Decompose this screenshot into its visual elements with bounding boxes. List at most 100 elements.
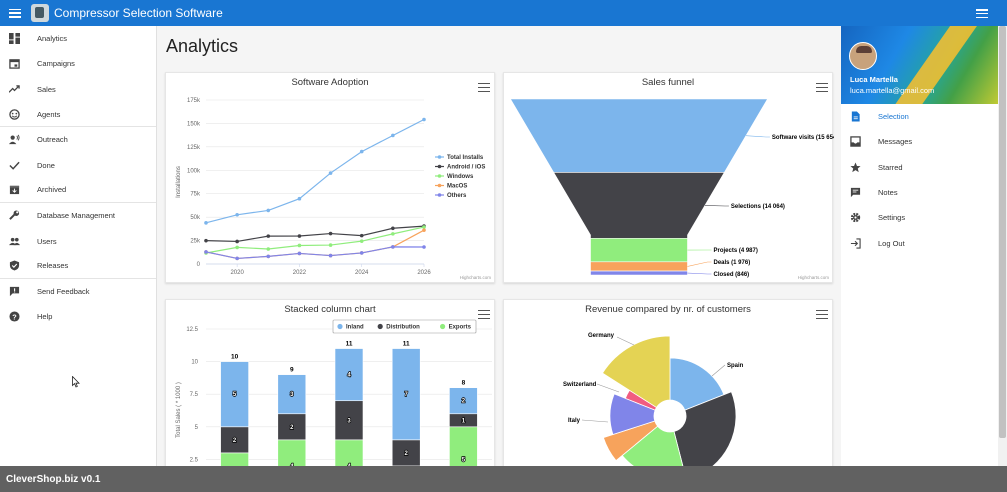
sidebar-item-releases[interactable]: Releases (0, 254, 156, 279)
sidebar-item-sales[interactable]: Sales (0, 77, 156, 102)
document-icon (851, 111, 860, 122)
y-axis-label: Total Sales ( * 1000 ) (176, 382, 182, 438)
inbox-icon (850, 136, 861, 148)
data-point (266, 254, 271, 259)
bar-segment (334, 439, 364, 466)
app-title: Compressor Selection Software (54, 6, 223, 20)
panel-item-label: Log Out (878, 238, 905, 248)
data-point (204, 250, 208, 254)
chart-menu-button[interactable] (478, 83, 490, 92)
chart-card-sales-funnel: Software visits (15 654 Selections (14 06… (503, 72, 834, 283)
data-point (328, 253, 333, 258)
sidebar-item-label: Agents (37, 109, 61, 119)
panel-item-starred[interactable]: Starred (841, 155, 998, 180)
chart-title: Stacked column chart (284, 304, 376, 315)
chart-menu-button[interactable] (816, 310, 828, 319)
bar-data-label: 2 (290, 425, 294, 431)
scrollbar-thumb[interactable] (999, 26, 1006, 438)
data-point (391, 245, 395, 249)
sidebar-item-done[interactable]: Done (0, 152, 156, 177)
y-tick-label: 5 (195, 425, 199, 431)
wrench-icon (9, 210, 20, 221)
avatar[interactable] (849, 42, 877, 70)
bar-data-label: 2 (233, 438, 237, 444)
funnel-segment (509, 98, 769, 173)
panel-item-label: Starred (878, 162, 903, 172)
series-line (205, 226, 425, 254)
x-tick-label: 2024 (355, 270, 369, 276)
svg-text:?: ? (12, 313, 17, 322)
logout-icon (850, 237, 861, 249)
data-point (391, 232, 395, 236)
chart-menu-button[interactable] (816, 83, 828, 92)
data-point (235, 212, 239, 217)
bar-data-label: 1 (462, 418, 466, 424)
sidebar-item-agents[interactable]: Agents (0, 102, 156, 128)
sidebar-item-label: Campaigns (37, 59, 75, 69)
page-scrollbar[interactable] (998, 26, 1007, 466)
panel-item-notes[interactable]: Notes (841, 180, 998, 205)
bar-data-label: 4 (347, 373, 351, 379)
main-content: Analytics 0 25k 50k 75k 100k 125k 150k 175k 2020… (157, 26, 841, 466)
stack-total-label: 8 (462, 380, 466, 387)
sidebar-item-label: Help (37, 312, 53, 322)
data-label: Software visits (15 654 (772, 135, 834, 141)
check-icon (9, 160, 20, 171)
chart-menu-button[interactable] (478, 310, 490, 319)
page-title: Analytics (166, 36, 239, 56)
chart-title: Revenue compared by nr. of customers (585, 304, 751, 315)
pie-slice (669, 357, 725, 411)
panel-item-selection[interactable]: Selection (841, 104, 998, 129)
stack-total-label: 10 (231, 354, 239, 361)
sidebar-item-database-management[interactable]: Database Management (0, 203, 156, 228)
sidebar-item-campaigns[interactable]: Campaigns (0, 51, 156, 76)
x-tick-label: 2020 (230, 270, 244, 276)
sidebar-item-users[interactable]: Users (0, 228, 156, 253)
pie-slice (673, 391, 737, 466)
panel-item-settings[interactable]: Settings (841, 205, 998, 230)
panel-item-messages[interactable]: Messages (841, 129, 998, 154)
sidebar-item-outreach[interactable]: Outreach (0, 127, 156, 152)
panel-item-label: Notes (878, 188, 898, 198)
data-point (235, 256, 239, 261)
face-icon (9, 108, 20, 120)
legend-marker (437, 155, 442, 159)
y-tick-label: 175k (187, 98, 201, 104)
y-tick-label: 75k (190, 192, 201, 198)
connector-line (596, 383, 620, 393)
bar-data-label: 5 (233, 392, 237, 398)
pie-slice (601, 335, 671, 408)
series-line (205, 225, 425, 243)
bar-data-label: 4 (347, 464, 351, 466)
data-point (297, 243, 302, 248)
app-logo (31, 4, 49, 22)
sidebar-item-analytics[interactable]: Analytics (0, 26, 156, 51)
panel-item-log-out[interactable]: Log Out (841, 230, 998, 255)
right-panel-toggle-button[interactable] (976, 9, 988, 18)
data-point (235, 245, 239, 250)
sidebar-item-label: Done (37, 160, 55, 170)
star-icon (850, 162, 861, 172)
bar-segment (391, 348, 421, 441)
profile-email: luca.martella@gmail.com (850, 86, 935, 95)
data-point (422, 117, 426, 122)
connector-line (687, 272, 712, 275)
y-tick-label: 2.5 (190, 457, 199, 463)
bar-data-label: 2 (405, 451, 409, 457)
feedback-icon (9, 286, 20, 297)
bar-segment (220, 426, 249, 454)
trending-up-icon (9, 84, 20, 95)
data-point (359, 251, 364, 255)
calendar-icon (9, 58, 20, 70)
legend-marker (437, 193, 442, 197)
sidebar-item-label: Send Feedback (37, 287, 90, 297)
voice-person-icon (9, 134, 20, 145)
funnel-segment (590, 238, 688, 263)
menu-toggle-button[interactable] (9, 8, 21, 18)
sidebar-item-help[interactable]: ? Help (0, 304, 156, 329)
data-point (297, 234, 302, 238)
profile-name: Luca Martella (850, 75, 898, 84)
legend-marker (377, 323, 383, 330)
sidebar-item-send-feedback[interactable]: Send Feedback (0, 279, 156, 304)
sidebar-item-archived[interactable]: Archived (0, 178, 156, 204)
